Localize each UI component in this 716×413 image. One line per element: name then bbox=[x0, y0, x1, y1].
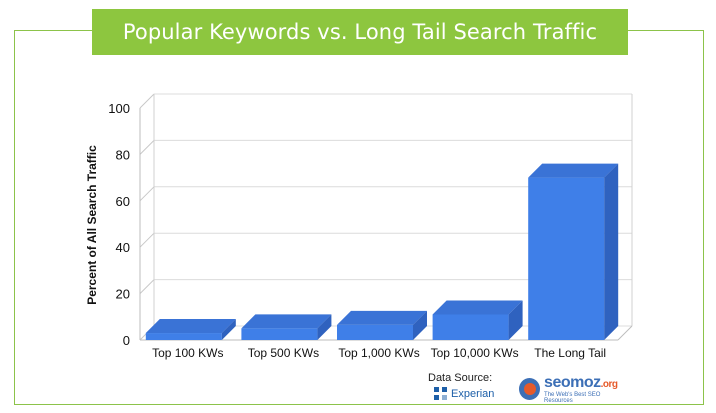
chart-title: Popular Keywords vs. Long Tail Search Tr… bbox=[92, 9, 628, 55]
y-tick-label: 0 bbox=[123, 333, 130, 348]
bar bbox=[528, 163, 619, 340]
bar-top bbox=[528, 163, 619, 178]
bar-front bbox=[241, 328, 318, 340]
bar-side bbox=[221, 319, 236, 340]
bar-front bbox=[145, 333, 222, 340]
experian-label: Experian bbox=[451, 388, 495, 400]
gridline-depth bbox=[139, 93, 155, 109]
seomoz-logo: seomoz.org The Web's Best SEO Resources bbox=[519, 373, 627, 404]
bar-side bbox=[508, 300, 523, 340]
gridline-depth bbox=[139, 279, 155, 294]
bar bbox=[337, 310, 427, 340]
bar-side bbox=[413, 310, 427, 340]
bar-front bbox=[528, 177, 605, 340]
y-tick-label: 40 bbox=[116, 240, 130, 255]
y-tick-label: 60 bbox=[116, 194, 130, 209]
gridline-depth bbox=[139, 186, 155, 202]
bar-layer bbox=[145, 163, 619, 340]
bar bbox=[145, 319, 236, 340]
seomoz-tld: .org bbox=[600, 378, 618, 390]
gridline-depth bbox=[139, 232, 155, 248]
bar-top bbox=[432, 300, 523, 315]
bar-front bbox=[432, 314, 509, 340]
gridline-depth bbox=[139, 140, 155, 155]
floor-edge bbox=[617, 325, 633, 341]
y-tick-label: 100 bbox=[108, 101, 130, 116]
bar-side bbox=[604, 163, 619, 340]
label-layer: 0 20 40 60 80 100 Top 100 KWs Top 500 KWs Top 1,… bbox=[108, 101, 606, 360]
bar-top bbox=[337, 310, 427, 325]
bar-top bbox=[241, 314, 332, 329]
y-axis-label: Percent of All Search Traffic bbox=[85, 145, 99, 305]
y-tick-label: 20 bbox=[116, 287, 130, 302]
bar bbox=[241, 314, 332, 340]
experian-mark-icon bbox=[434, 387, 448, 401]
bar-side bbox=[317, 314, 332, 340]
x-tick-label: Top 500 KWs bbox=[248, 346, 319, 360]
x-tick-label: The Long Tail bbox=[534, 346, 606, 360]
seomoz-robot-icon bbox=[519, 378, 541, 400]
x-tick-label: Top 1,000 KWs bbox=[338, 346, 419, 360]
x-tick-label: Top 100 KWs bbox=[152, 346, 223, 360]
bar-top bbox=[145, 319, 236, 334]
bar-front bbox=[337, 324, 413, 340]
experian-logo: Experian bbox=[434, 386, 494, 402]
seomoz-brand: seomoz bbox=[544, 373, 601, 391]
y-tick-label: 80 bbox=[116, 147, 130, 162]
bar bbox=[432, 300, 523, 340]
seomoz-tagline: The Web's Best SEO Resources bbox=[544, 391, 601, 404]
data-source-label: Data Source: bbox=[428, 372, 493, 384]
x-tick-label: Top 10,000 KWs bbox=[431, 346, 519, 360]
